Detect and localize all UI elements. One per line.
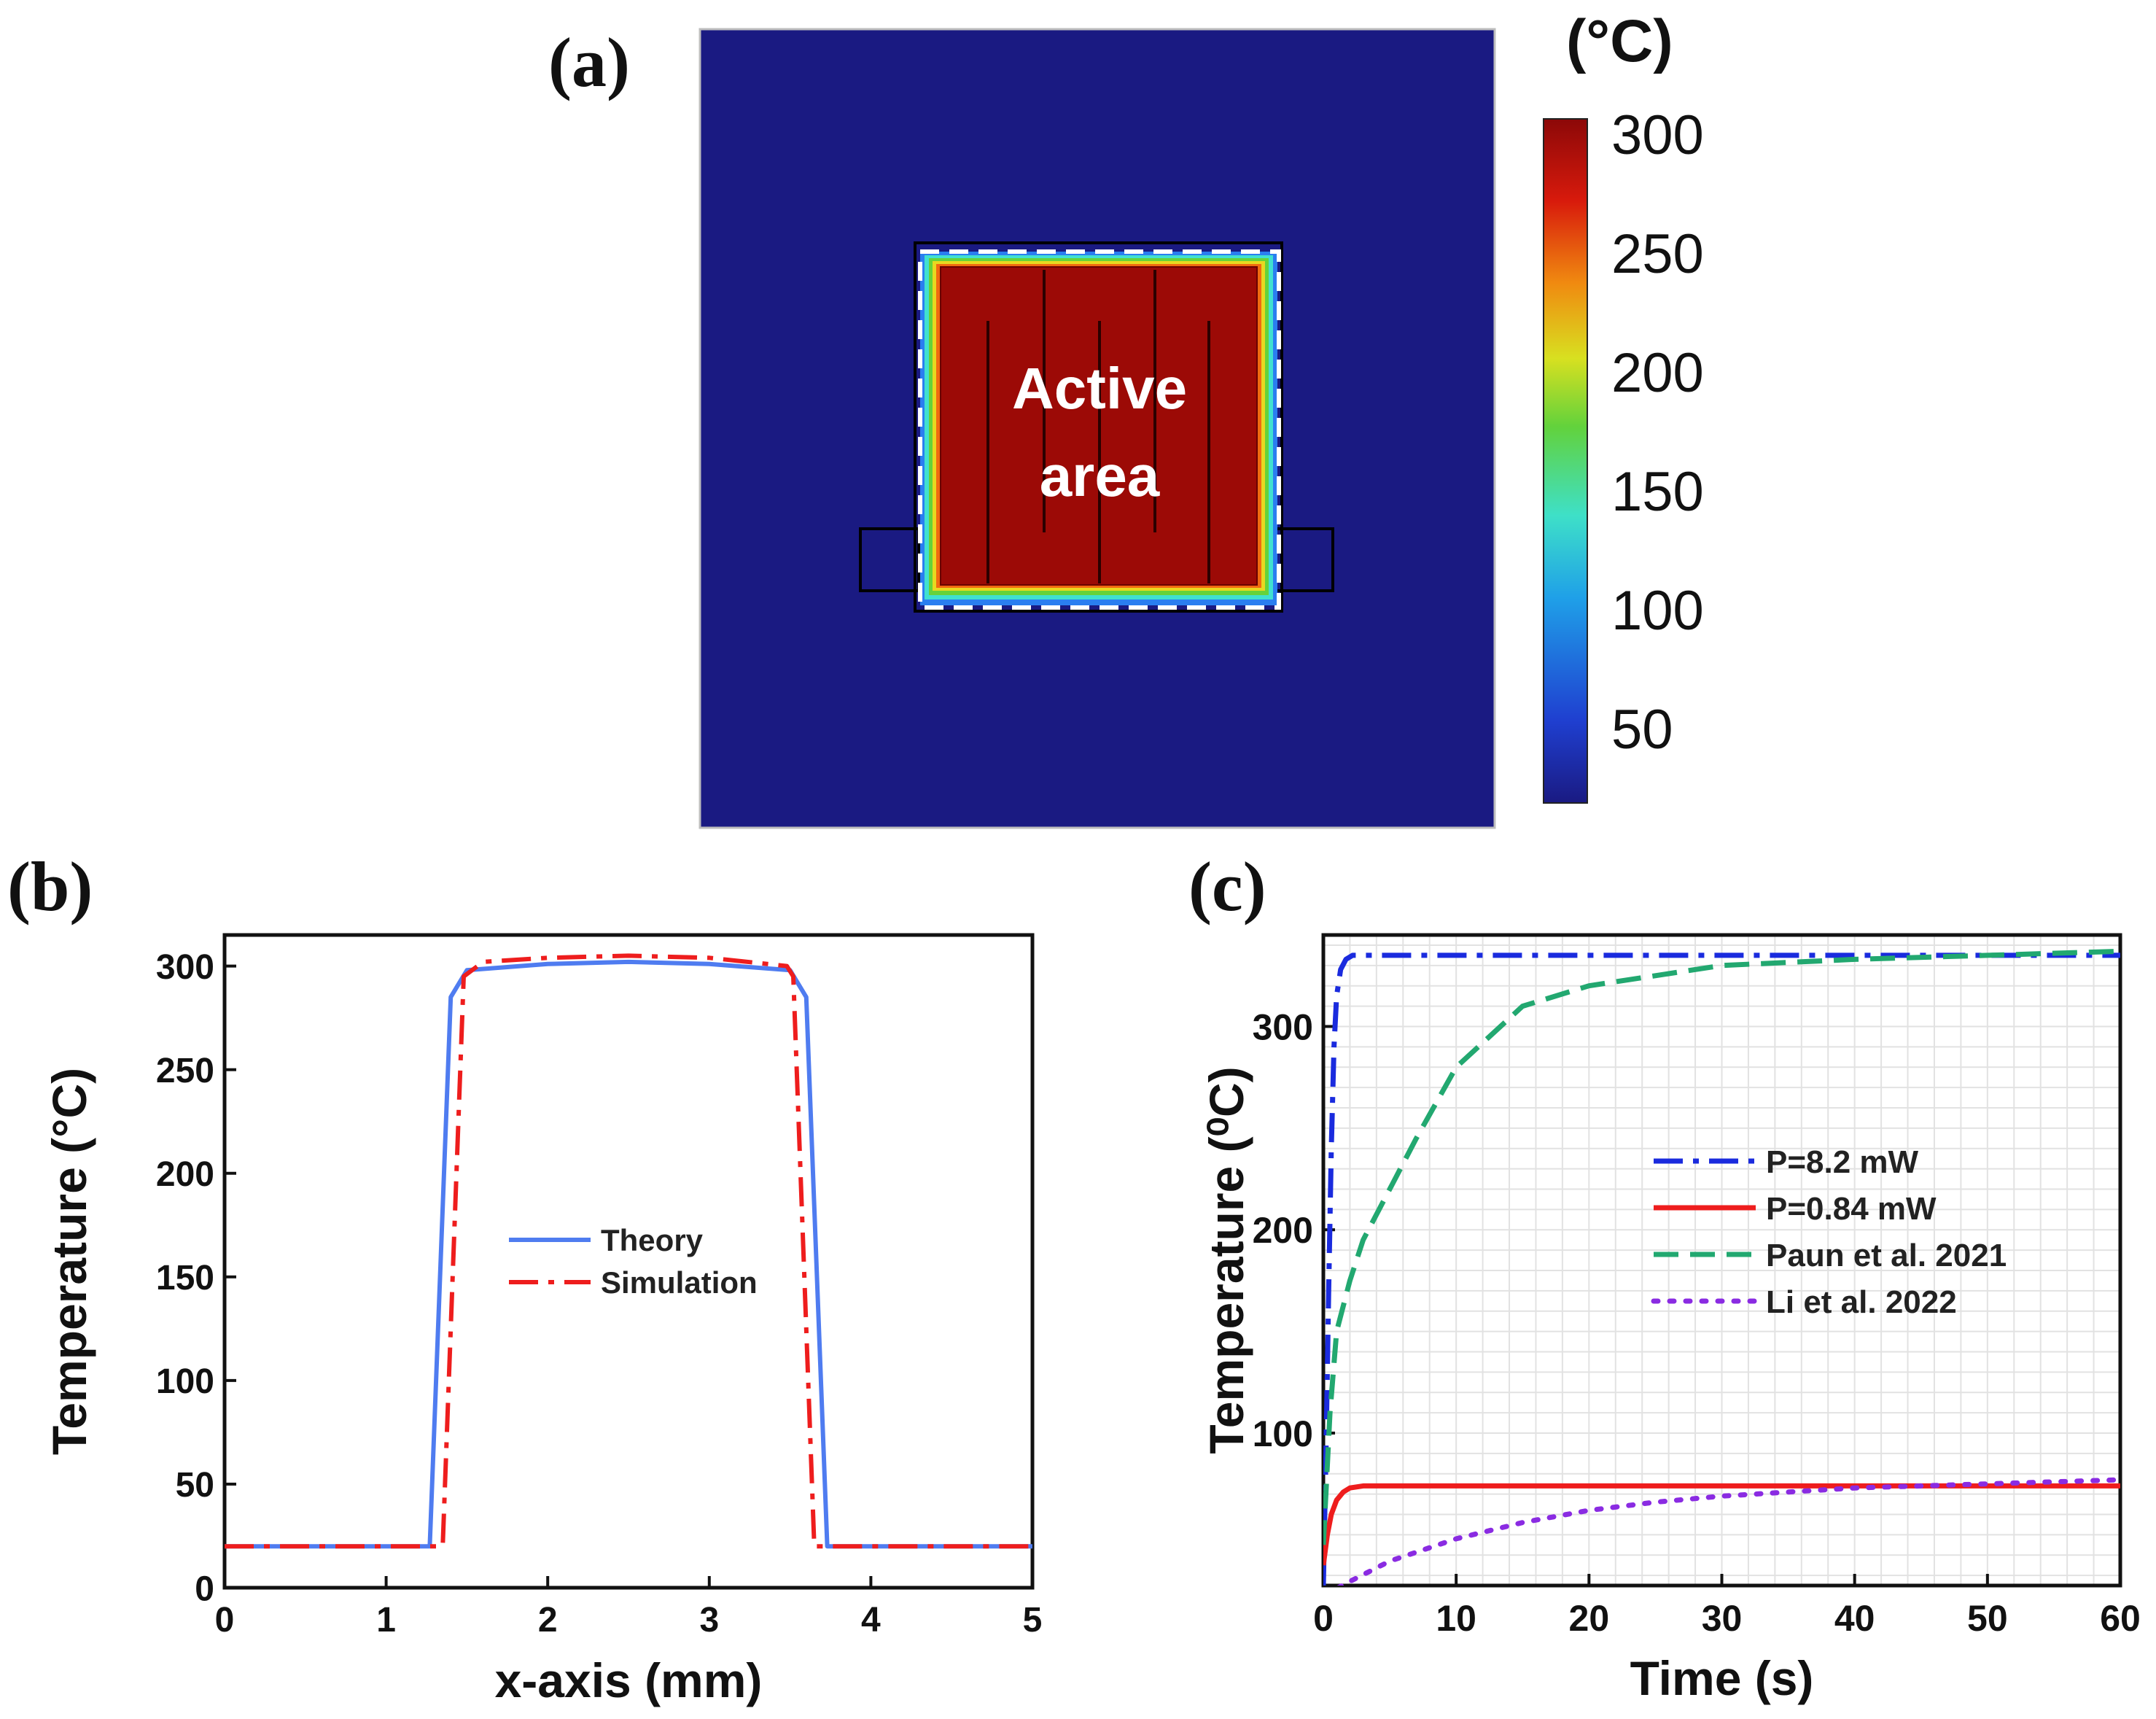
gridlines xyxy=(1323,935,2121,1586)
y-tick-label-250: 250 xyxy=(156,1052,214,1090)
chart-c-temperature-transient: 0 10 20 30 40 50 60 100 200 300 Time (s) Temperatur… xyxy=(1199,933,2141,1705)
x-tick-label-0: 0 xyxy=(1313,1598,1334,1639)
colorbar-tick-250: 250 xyxy=(1611,223,1704,285)
legend-label: P=8.2 mW xyxy=(1766,1144,1919,1180)
colorbar-tick-labels: 300 250 200 150 100 50 xyxy=(1611,104,1704,761)
legend: P=8.2 mW P=0.84 mW Paun et al. 2021 Li et a… xyxy=(1651,1144,2007,1320)
y-tick-label-300: 300 xyxy=(1253,1006,1313,1047)
x-tick-label-5: 5 xyxy=(1023,1601,1043,1640)
x-axis-label: Time (s) xyxy=(1630,1651,1814,1705)
x-tick-label-4: 4 xyxy=(861,1601,881,1640)
colorbar-tick-200: 200 xyxy=(1611,342,1704,404)
series-line-li-et-al-2022 xyxy=(1336,1477,2120,1586)
thermal-map-panel: Active area 300 250 200 150 100 50 xyxy=(698,28,1704,829)
y-tick-label-0: 0 xyxy=(195,1569,214,1608)
plot-frame xyxy=(222,933,1035,1590)
x-tick-label-20: 20 xyxy=(1569,1598,1610,1639)
electrode-lines xyxy=(986,270,1210,583)
y-tick-label-50: 50 xyxy=(176,1466,214,1505)
x-tick-label-2: 2 xyxy=(538,1601,558,1640)
colorbar xyxy=(1543,118,1588,804)
panel-c-label: (c) xyxy=(1188,847,1266,926)
series-line-simulation xyxy=(225,953,1032,1549)
panel-a-label: (a) xyxy=(548,23,630,101)
legend-label: Li et al. 2022 xyxy=(1766,1284,1957,1320)
colorbar-unit-label: (°C) xyxy=(1566,8,1673,74)
legend-label: P=0.84 mW xyxy=(1766,1191,1937,1227)
x-tick-label-60: 60 xyxy=(2100,1598,2141,1639)
colorbar-tick-150: 150 xyxy=(1611,461,1704,523)
legend-label: Theory xyxy=(601,1223,704,1257)
active-area-label-line1: Active xyxy=(1012,356,1187,421)
colorbar-tick-50: 50 xyxy=(1611,699,1673,761)
heater-outer-boundary xyxy=(914,241,1283,613)
x-tick-label-1: 1 xyxy=(376,1601,396,1640)
y-axis-label: Temperature (°C) xyxy=(42,1068,96,1455)
series-line-paun-et-al-2021 xyxy=(1323,948,2120,1545)
x-tick-label-30: 30 xyxy=(1702,1598,1743,1639)
x-tick-label-40: 40 xyxy=(1834,1598,1875,1639)
x-axis-label: x-axis (mm) xyxy=(495,1653,763,1707)
legend-label: Simulation xyxy=(601,1265,758,1300)
colorbar-tick-100: 100 xyxy=(1611,580,1704,642)
series-line-p-8-2-mw xyxy=(1323,952,2120,1586)
y-tick-label-100: 100 xyxy=(1253,1413,1313,1454)
x-tick-label-50: 50 xyxy=(1967,1598,2008,1639)
series-line-p-0-84-mw xyxy=(1323,1483,2120,1566)
active-area-label-line2: area xyxy=(1040,443,1160,508)
legend: Theory Simulation xyxy=(509,1223,758,1300)
legend-label: Paun et al. 2021 xyxy=(1766,1238,2007,1273)
colorbar-tick-300: 300 xyxy=(1611,104,1704,166)
y-axis-label: Temperature (⁰C) xyxy=(1199,1066,1253,1454)
panel-b-label: (b) xyxy=(7,847,93,926)
y-tick-label-100: 100 xyxy=(156,1362,214,1401)
x-tick-label-0: 0 xyxy=(215,1601,235,1640)
x-tick-label-10: 10 xyxy=(1436,1598,1476,1639)
active-area-outline xyxy=(918,249,1281,610)
y-tick-label-200: 200 xyxy=(1253,1210,1313,1251)
x-tick-label-3: 3 xyxy=(699,1601,719,1640)
y-tick-label-300: 300 xyxy=(156,948,214,987)
y-tick-label-150: 150 xyxy=(156,1259,214,1297)
y-tick-label-200: 200 xyxy=(156,1155,214,1194)
series-line-theory xyxy=(225,959,1032,1549)
